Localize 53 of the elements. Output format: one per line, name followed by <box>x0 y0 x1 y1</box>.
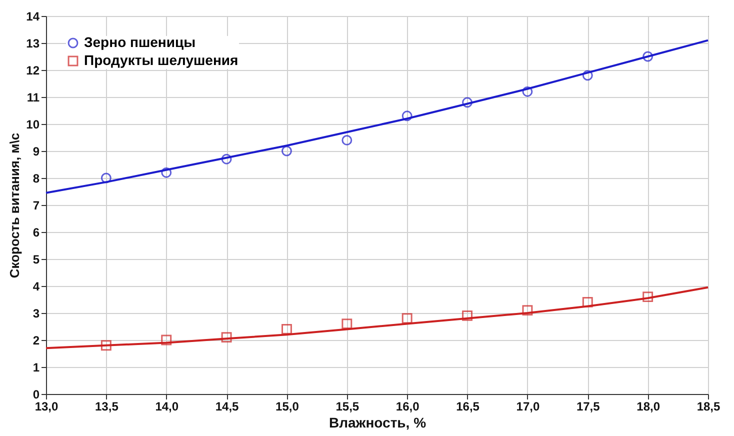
x-tick-label: 17,5 <box>576 400 600 414</box>
y-tick-label: 12 <box>26 64 40 78</box>
y-tick-label: 5 <box>32 252 40 266</box>
y-axis-title: Скорость витания, м\с <box>7 132 22 278</box>
x-tick-label: 14,0 <box>155 400 179 414</box>
y-tick-label: 1 <box>32 360 40 374</box>
x-tick-label: 15,0 <box>276 400 300 414</box>
point <box>161 334 172 346</box>
line-series <box>45 39 709 194</box>
x-tick-label: 16,0 <box>396 400 420 414</box>
x-tick-label: 13,5 <box>95 400 119 414</box>
x-tick-label: 13,0 <box>34 400 58 414</box>
point <box>402 110 412 122</box>
x-tick-label: 16,5 <box>456 400 480 414</box>
y-tick-label: 4 <box>32 280 40 294</box>
x-tick-label: 18,5 <box>696 400 720 414</box>
y-tick-label: 7 <box>32 198 40 212</box>
point <box>402 313 412 324</box>
point <box>462 97 472 108</box>
point <box>642 292 654 302</box>
point <box>582 296 593 308</box>
x-tick-label: 18,0 <box>636 400 660 414</box>
point <box>342 134 352 146</box>
y-tick-label: 10 <box>26 118 40 132</box>
y-tick-label: 8 <box>32 172 40 186</box>
point <box>161 167 172 178</box>
y-tick-label: 6 <box>32 226 40 240</box>
line-series <box>45 286 709 350</box>
y-tick-label: 0 <box>32 388 40 402</box>
legend-label: Продукты шелушения <box>84 52 238 68</box>
point <box>221 154 232 164</box>
y-tick-label: 14 <box>26 10 40 24</box>
point <box>100 172 112 184</box>
point <box>342 318 352 330</box>
y-tick-label: 3 <box>32 306 40 320</box>
y-tick-label: 2 <box>32 334 40 348</box>
point <box>462 310 472 321</box>
point <box>282 324 292 334</box>
y-tick-label: 9 <box>32 144 40 158</box>
x-tick-label: 14,5 <box>215 400 240 414</box>
x-tick-label: 17,0 <box>516 400 540 414</box>
point <box>582 70 593 81</box>
x-axis-title: Влажность, % <box>328 414 427 430</box>
point <box>282 146 292 156</box>
point <box>100 340 112 351</box>
y-tick-label: 13 <box>26 36 40 50</box>
point <box>642 51 654 62</box>
legend-label: Зерно пшеницы <box>84 34 196 50</box>
y-tick-label: 11 <box>26 90 40 104</box>
x-tick-label: 15,5 <box>336 400 360 414</box>
point <box>221 332 232 343</box>
point <box>522 305 533 316</box>
point <box>522 86 533 97</box>
